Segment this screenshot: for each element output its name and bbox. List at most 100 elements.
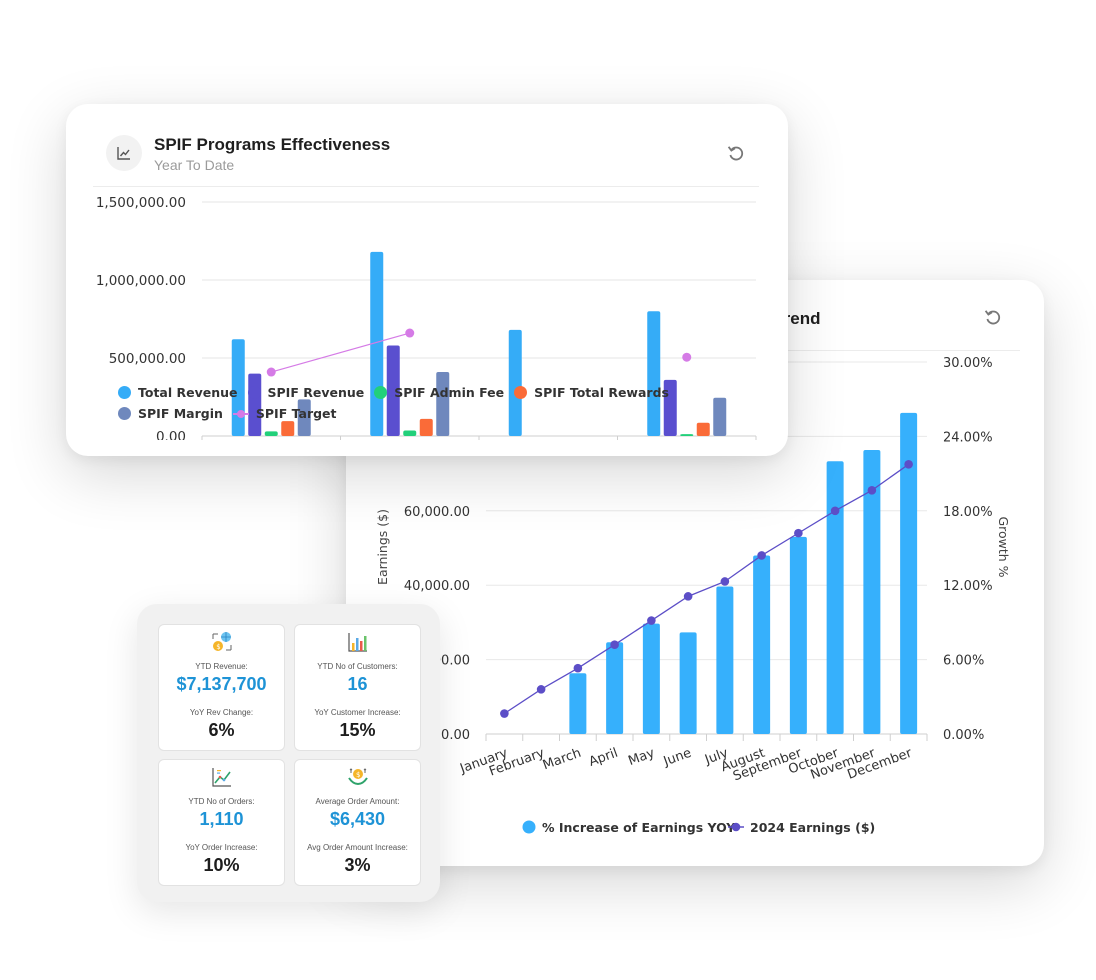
y-left-tick-label: 60,000.00 xyxy=(404,505,470,520)
kpi-sub-label: YoY Customer Increase: xyxy=(314,708,401,717)
target-line xyxy=(271,332,410,373)
y-right-tick-label: 24.00% xyxy=(943,430,993,445)
y-tick-label: 500,000.00 xyxy=(109,351,186,367)
y-right-tick-label: 18.00% xyxy=(943,505,993,520)
bar xyxy=(826,461,844,734)
kpi-sub-label: YoY Rev Change: xyxy=(189,708,254,717)
bar xyxy=(713,397,727,436)
kpi-value: 1,110 xyxy=(199,809,244,829)
legend-spif-target[interactable]: SPIF Target xyxy=(232,406,337,421)
earnings-point xyxy=(867,486,877,495)
legend-label: SPIF Total Rewards xyxy=(534,385,669,400)
y-right-tick-label: 12.00% xyxy=(943,579,993,594)
kpi-value: $6,430 xyxy=(329,809,386,829)
spif-card-divider xyxy=(93,186,759,187)
y-right-tick-label: 6.00% xyxy=(943,654,984,669)
legend-spif-admin-fee[interactable]: SPIF Admin Fee xyxy=(374,385,504,400)
kpi-tile-revenue: $ YTD Revenue: $7,137,700 YoY Rev Change… xyxy=(158,624,285,751)
x-tick-label: March xyxy=(541,746,583,774)
legend-label: SPIF Revenue xyxy=(267,385,365,400)
kpi-sub-label: YoY Order Increase: xyxy=(185,843,258,852)
legend-label: Total Revenue xyxy=(138,385,238,400)
y-right-tick-label: 30.00% xyxy=(943,356,993,371)
earnings-point xyxy=(830,506,840,516)
bar xyxy=(419,418,433,436)
spif-legend: Total Revenue SPIF Revenue SPIF Admin Fe… xyxy=(118,385,778,427)
y-left-axis-title: Earnings ($) xyxy=(375,509,390,585)
kpi-sub-value: 10% xyxy=(203,855,240,875)
x-tick-label: May xyxy=(626,746,657,769)
svg-text:$: $ xyxy=(356,771,360,779)
legend-spif-revenue[interactable]: SPIF Revenue xyxy=(247,385,365,400)
bar xyxy=(264,431,278,436)
earnings-point xyxy=(904,460,913,469)
bar xyxy=(508,329,522,436)
bar xyxy=(680,434,694,436)
earnings-point xyxy=(647,616,656,625)
bar xyxy=(281,421,295,436)
bar xyxy=(436,372,450,436)
earnings-point xyxy=(794,528,803,538)
bar xyxy=(716,586,734,734)
kpi-label: YTD No of Customers: xyxy=(317,662,398,671)
bar xyxy=(606,642,624,734)
legend-marker xyxy=(374,386,388,399)
y-tick-label: 0.00 xyxy=(156,429,186,440)
legend-label: 2024 Earnings ($) xyxy=(750,820,875,835)
earnings-point xyxy=(536,685,546,694)
legend-marker xyxy=(118,407,131,420)
spif-effectiveness-card: SPIF Programs Effectiveness Year To Date… xyxy=(66,104,788,456)
kpi-tile-avg-order: $ Average Order Amount: $6,430 Avg Order… xyxy=(294,759,421,886)
bar xyxy=(663,379,677,436)
x-tick-label: April xyxy=(587,746,620,770)
legend-total-revenue[interactable]: Total Revenue xyxy=(118,385,238,400)
bar xyxy=(696,422,710,436)
line-chart-icon xyxy=(106,135,142,171)
refresh-icon[interactable] xyxy=(982,306,1004,328)
legend-marker xyxy=(118,386,131,399)
kpi-sub-label: Avg Order Amount Increase: xyxy=(307,843,408,852)
target-point xyxy=(266,367,276,377)
bar xyxy=(789,536,807,734)
earnings-point xyxy=(683,592,693,601)
legend-spif-total-rewards[interactable]: SPIF Total Rewards xyxy=(514,385,669,400)
earnings-point xyxy=(757,551,766,560)
bar-chart-icon xyxy=(347,633,367,652)
x-tick-label: June xyxy=(661,746,694,770)
refresh-icon[interactable] xyxy=(725,142,747,164)
y-right-axis-title: Growth % xyxy=(996,516,1011,577)
bar xyxy=(679,632,697,734)
earnings-line xyxy=(504,463,910,715)
bar xyxy=(403,430,417,436)
bar xyxy=(642,623,660,734)
y-right-tick-label: 0.00% xyxy=(943,728,984,743)
legend-label: SPIF Admin Fee xyxy=(394,385,505,400)
bar xyxy=(647,311,661,436)
bar xyxy=(569,673,587,734)
bar xyxy=(753,555,771,734)
target-point xyxy=(682,352,692,362)
legend-marker xyxy=(247,386,261,399)
earnings-point xyxy=(610,640,619,650)
legend-label: SPIF Target xyxy=(255,406,337,421)
legend-marker xyxy=(731,822,741,832)
spif-card-title: SPIF Programs Effectiveness xyxy=(154,135,391,154)
kpi-summary-card: $ YTD Revenue: $7,137,700 YoY Rev Change… xyxy=(137,604,440,902)
svg-text:$: $ xyxy=(216,643,220,651)
y-tick-label: 1,000,000.00 xyxy=(96,273,186,289)
kpi-sub-value: 3% xyxy=(344,855,371,875)
kpi-tile-customers: YTD No of Customers: 16 YoY Customer Inc… xyxy=(294,624,421,751)
legend-label: SPIF Margin xyxy=(138,406,223,421)
legend-marker xyxy=(514,386,528,399)
y-left-tick-label: 0.00 xyxy=(441,728,470,743)
legend-spif-margin[interactable]: SPIF Margin xyxy=(118,406,223,421)
earnings-point xyxy=(573,663,583,673)
bar xyxy=(900,412,918,734)
hand-coin-icon: $ xyxy=(347,768,368,786)
kpi-value: $7,137,700 xyxy=(176,674,267,694)
bar xyxy=(386,345,400,436)
kpi-value: 16 xyxy=(347,674,368,694)
kpi-label: YTD No of Orders: xyxy=(188,797,255,806)
target-point xyxy=(405,328,415,338)
kpi-tile-orders: YTD No of Orders: 1,110 YoY Order Increa… xyxy=(158,759,285,886)
